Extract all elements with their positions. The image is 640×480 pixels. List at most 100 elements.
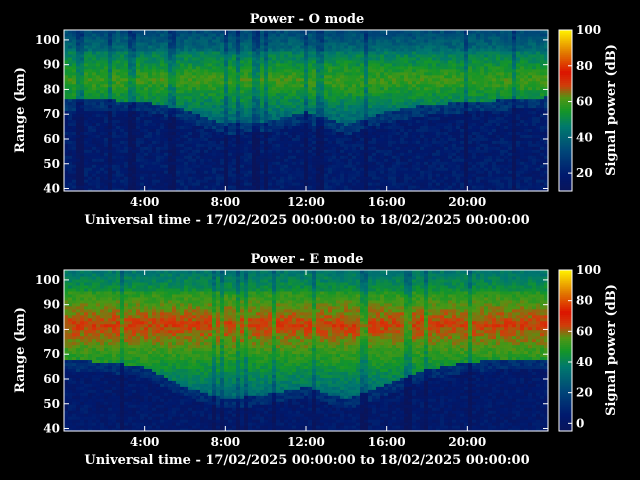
heatmap-cell — [180, 53, 185, 58]
heatmap-cell — [216, 92, 221, 97]
heatmap-cell — [348, 122, 353, 127]
heatmap-cell — [224, 116, 229, 121]
heatmap-cell — [176, 80, 181, 85]
heatmap-cell — [204, 53, 209, 58]
heatmap-cell — [296, 104, 301, 109]
heatmap-cell — [292, 86, 297, 91]
heatmap-cell — [352, 44, 357, 49]
heatmap-cell — [332, 185, 337, 189]
heatmap-cell — [84, 125, 89, 129]
heatmap-cell — [412, 95, 417, 100]
heatmap-cell — [208, 50, 213, 55]
heatmap-cell — [368, 62, 373, 67]
heatmap-cell — [408, 128, 413, 132]
heatmap-cell — [128, 53, 133, 58]
heatmap-cell — [340, 41, 345, 46]
heatmap-cell — [380, 53, 385, 58]
heatmap-cell — [160, 143, 165, 147]
heatmap-cell — [92, 149, 97, 153]
heatmap-cell — [428, 146, 433, 150]
heatmap-cell — [288, 41, 293, 46]
heatmap-cell — [396, 125, 401, 129]
heatmap-cell — [168, 92, 173, 97]
heatmap-cell — [276, 188, 281, 192]
heatmap-cell — [152, 83, 157, 88]
heatmap-cell — [88, 158, 93, 162]
heatmap-cell — [104, 89, 109, 94]
heatmap-cell — [116, 170, 121, 174]
heatmap-cell — [396, 44, 401, 49]
heatmap-cell — [432, 134, 437, 138]
heatmap-cell — [304, 107, 309, 112]
heatmap-cell — [296, 188, 301, 192]
heatmap-cell — [256, 86, 261, 91]
heatmap-cell — [100, 137, 105, 141]
heatmap-cell — [136, 122, 141, 127]
heatmap-cell — [84, 188, 89, 192]
heatmap-cell — [212, 107, 217, 112]
heatmap-cell — [76, 137, 81, 141]
heatmap-cell — [164, 188, 169, 192]
heatmap-cell — [304, 149, 309, 153]
heatmap-cell — [316, 68, 321, 73]
heatmap-cell — [400, 41, 405, 46]
heatmap-cell — [132, 107, 137, 112]
heatmap-cell — [360, 134, 365, 138]
heatmap-cell — [332, 146, 337, 150]
heatmap-cell — [184, 41, 189, 46]
heatmap-cell — [388, 65, 393, 70]
heatmap-cell — [400, 80, 405, 85]
heatmap-cell — [260, 122, 265, 127]
heatmap-cell — [108, 128, 113, 132]
heatmap-cell — [140, 149, 145, 153]
heatmap-cell — [352, 65, 357, 70]
heatmap-cell — [348, 30, 353, 34]
heatmap-cell — [132, 59, 137, 64]
heatmap-cell — [208, 68, 213, 73]
heatmap-cell — [424, 59, 429, 64]
heatmap-cell — [156, 134, 161, 138]
heatmap-cell — [96, 83, 101, 88]
heatmap-cell — [324, 155, 329, 159]
heatmap-cell — [284, 155, 289, 159]
heatmap-cell — [256, 176, 261, 180]
heatmap-cell — [312, 185, 317, 189]
heatmap-cell — [84, 92, 89, 97]
heatmap-cell — [148, 158, 153, 162]
heatmap-cell — [112, 164, 117, 168]
heatmap-cell — [260, 134, 265, 138]
heatmap-cell — [184, 38, 189, 43]
heatmap-cell — [280, 65, 285, 70]
heatmap-cell — [152, 35, 157, 40]
heatmap-cell — [360, 74, 365, 79]
heatmap-cell — [80, 77, 85, 82]
heatmap-cell — [288, 131, 293, 135]
heatmap-cell — [208, 71, 213, 76]
heatmap-cell — [316, 35, 321, 40]
heatmap-cell — [400, 104, 405, 109]
heatmap-cell — [416, 125, 421, 129]
heatmap-cell — [380, 47, 385, 52]
heatmap-cell — [96, 35, 101, 40]
heatmap-cell — [276, 185, 281, 189]
heatmap-cell — [156, 140, 161, 144]
heatmap-cell — [76, 152, 81, 156]
heatmap-cell — [180, 83, 185, 88]
heatmap-cell — [100, 80, 105, 85]
heatmap-cell — [96, 47, 101, 52]
heatmap-cell — [268, 38, 273, 43]
heatmap-cell — [336, 152, 341, 156]
heatmap-cell — [204, 56, 209, 61]
heatmap-cell — [256, 155, 261, 159]
heatmap-cell — [252, 149, 257, 153]
heatmap-area — [64, 30, 549, 192]
heatmap-cell — [304, 77, 309, 82]
heatmap-cell — [352, 92, 357, 97]
heatmap-cell — [224, 131, 229, 135]
heatmap-cell — [360, 30, 365, 34]
heatmap-cell — [88, 149, 93, 153]
heatmap-cell — [156, 122, 161, 127]
heatmap-cell — [420, 53, 425, 58]
heatmap-cell — [160, 167, 165, 171]
heatmap-cell — [336, 188, 341, 192]
